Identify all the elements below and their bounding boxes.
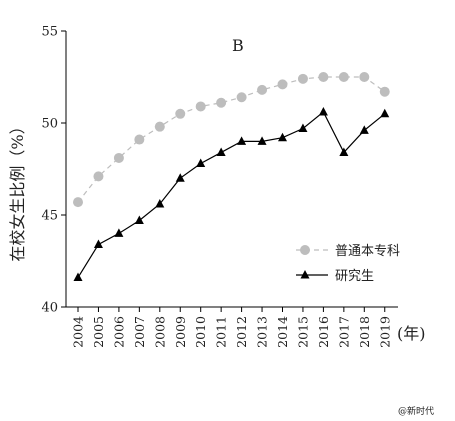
series-layer (73, 72, 390, 282)
legend: 普通本专科 研究生 (296, 244, 400, 284)
watermark: @新时代 (398, 405, 434, 417)
data-point-series-2 (318, 106, 328, 116)
x-tick-label: 2007 (132, 316, 147, 348)
x-tick-label: 2004 (71, 316, 86, 348)
data-point-series-2 (155, 198, 165, 208)
x-tick-label: 2019 (377, 316, 392, 348)
legend-label-series-1: 普通本专科 (335, 244, 400, 259)
data-point-series-2 (339, 147, 349, 156)
data-point-series-1 (216, 97, 227, 108)
x-tick-label: 2013 (255, 316, 270, 348)
panel-label: B (232, 36, 244, 55)
data-point-series-2 (298, 123, 308, 133)
data-point-series-1 (195, 101, 206, 112)
axes (65, 31, 398, 308)
data-point-series-1 (297, 73, 308, 84)
x-tick-label: 2018 (357, 316, 372, 348)
data-point-series-1 (318, 72, 329, 82)
x-tick-label: 2015 (295, 316, 310, 348)
x-tick-label: 2012 (234, 316, 249, 348)
data-point-series-2 (380, 108, 390, 118)
data-point-series-2 (175, 173, 185, 182)
data-point-series-2 (278, 132, 287, 142)
x-tick-label: 2010 (193, 316, 208, 348)
data-point-series-1 (93, 171, 104, 182)
y-tick-label: 40 (41, 301, 58, 316)
data-point-series-1 (175, 108, 186, 119)
data-point-series-2 (257, 136, 267, 145)
x-ticks: 2004 2005 2006 2007 2008 2009 2010 2011 2012 2013… (71, 307, 392, 348)
data-point-series-2 (237, 136, 247, 145)
legend-label-series-2: 研究生 (335, 269, 374, 284)
legend-marker-series-2 (300, 270, 310, 279)
data-point-series-2 (196, 158, 206, 167)
data-point-series-2 (359, 125, 369, 134)
x-tick-label: 2014 (275, 316, 290, 348)
y-axis-title: 在校女生比例（%） (8, 118, 27, 261)
data-point-series-1 (113, 152, 124, 163)
series-line-2 (77, 111, 386, 278)
x-tick-label: 2017 (336, 316, 351, 348)
x-tick-label: 2006 (111, 316, 126, 348)
y-tick-label: 45 (41, 209, 58, 224)
data-point-series-1 (277, 79, 288, 90)
data-point-series-1 (154, 121, 165, 132)
data-point-series-2 (114, 228, 124, 237)
data-point-series-1 (236, 92, 247, 103)
x-tick-label: 2009 (173, 316, 188, 348)
data-point-series-1 (338, 72, 349, 82)
data-point-series-1 (359, 72, 370, 82)
data-point-series-1 (73, 197, 83, 208)
y-tick-label: 50 (41, 117, 58, 132)
x-tick-label: 2016 (316, 316, 331, 348)
x-tick-label: 2005 (91, 316, 106, 348)
data-point-series-2 (73, 272, 83, 282)
data-point-series-1 (134, 134, 145, 145)
data-point-series-2 (216, 147, 226, 156)
x-tick-label: 2011 (214, 316, 229, 348)
legend-marker-series-1 (300, 245, 310, 255)
data-point-series-1 (379, 86, 390, 97)
data-point-series-2 (93, 239, 103, 248)
y-ticks: 40 45 50 55 (41, 25, 66, 316)
series-line-1 (77, 76, 386, 203)
data-point-series-2 (134, 215, 144, 225)
y-tick-label: 55 (41, 25, 58, 40)
x-tick-label: 2008 (152, 316, 167, 348)
x-axis-unit: (年) (397, 324, 426, 343)
data-point-series-1 (257, 84, 268, 95)
